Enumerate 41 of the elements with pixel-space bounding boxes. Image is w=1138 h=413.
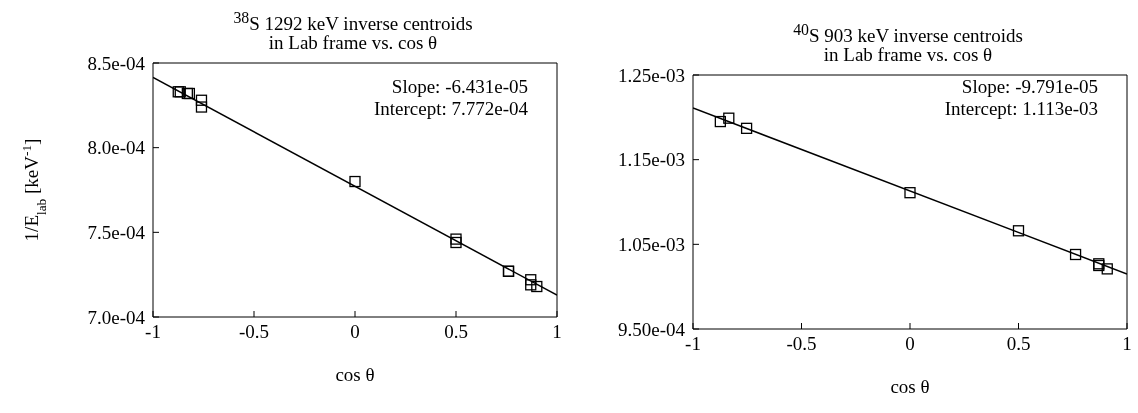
y-tick-label: 8.5e-04 (87, 52, 146, 74)
y-tick-label: 8.0e-04 (87, 137, 146, 159)
x-tick-label: 0.5 (1006, 333, 1031, 355)
x-axis-title: cos θ (890, 376, 930, 397)
point (195, 94, 208, 106)
annotation: Intercept: 7.772e-04 (373, 98, 528, 120)
y-tick-label: 1.25e-03 (617, 64, 685, 86)
chart-title: $^{40}$S 903 keV inverse centroids in Lab frame vs. cos θ (792, 20, 1024, 66)
point (450, 236, 462, 249)
point (531, 280, 543, 293)
annotation: Slope: -9.791e-05 (960, 76, 1098, 98)
y-tick-label: 7.5e-04 (87, 222, 146, 244)
y-tick-label: 1.15e-03 (617, 149, 685, 171)
annotation: Intercept: 1.113e-03 (944, 98, 1098, 120)
x-tick-label: 0.5 (444, 321, 468, 343)
point (1101, 263, 1113, 275)
point (723, 112, 735, 124)
x-tick-label: 0 (350, 321, 360, 343)
point (740, 122, 753, 134)
point (349, 175, 361, 188)
point (1069, 248, 1082, 261)
point (195, 101, 208, 113)
annotation: Slope: -6.431e-05 (390, 76, 528, 98)
x-tick-label: -0.5 (786, 333, 817, 355)
y-tick-label: 9.50e-04 (617, 318, 686, 340)
point (525, 279, 537, 291)
x-tick-label: 1 (552, 321, 562, 343)
point (1012, 225, 1025, 237)
x-tick-label: -1 (145, 321, 161, 343)
point (714, 115, 726, 128)
x-tick-label: -0.5 (238, 321, 270, 343)
y-tick-label: 7.0e-04 (87, 306, 146, 328)
chart-title: $^{38}$S 1292 keV inverse centroids in Lab frame vs. cos θ (232, 8, 474, 54)
x-tick-label: 1 (1122, 333, 1132, 355)
point (904, 187, 916, 199)
point (450, 233, 462, 245)
x-axis-title: cos θ (335, 364, 375, 385)
x-tick-label: 0 (905, 333, 915, 355)
x-tick-label: -1 (685, 333, 701, 355)
y-tick-label: 1.05e-03 (617, 234, 685, 256)
point (525, 274, 537, 286)
